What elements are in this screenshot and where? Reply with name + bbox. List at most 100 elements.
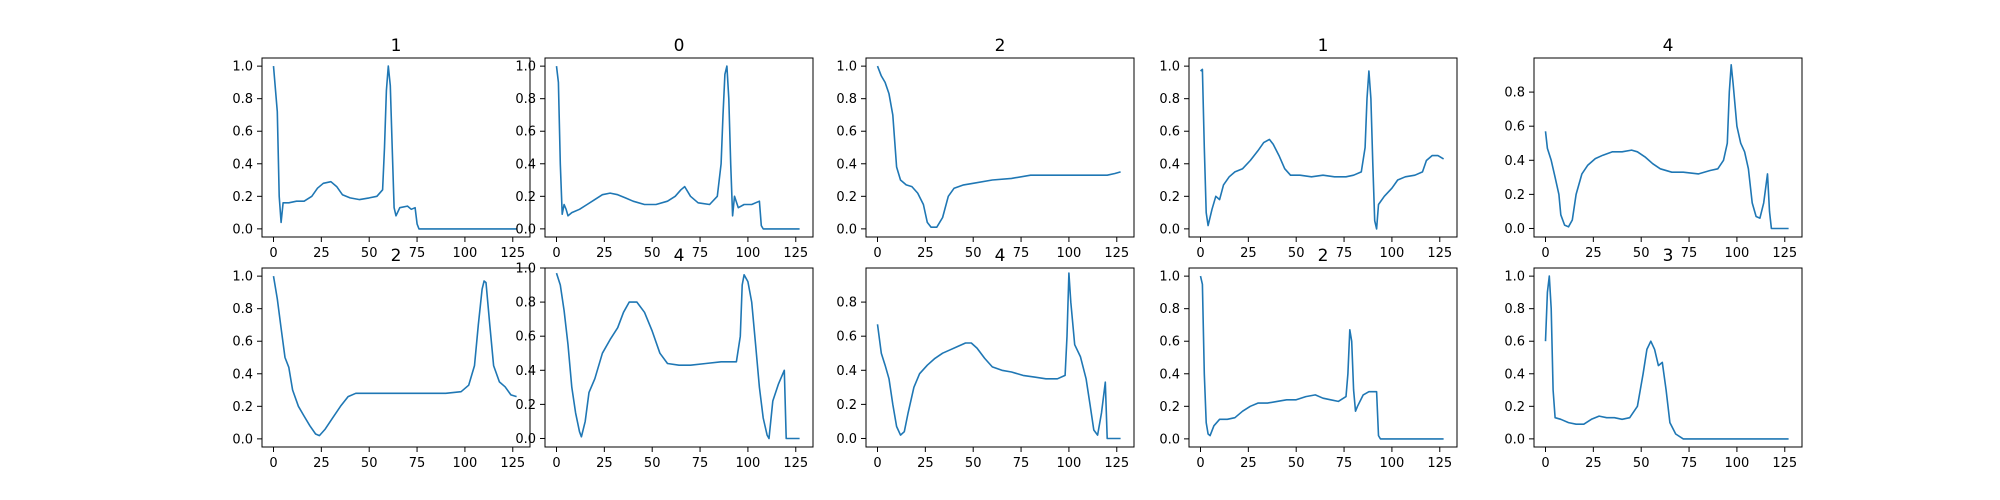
y-tick-label: 0.6 [1504,120,1525,135]
axes-frame [1188,267,1458,448]
x-tick-label: 100 [736,246,761,261]
x-tick-label: 50 [1288,456,1305,471]
ecg-panel-7: 0 25 50 75 100 125 0.0 0.2 0.4 0.6 0.8 1.0 4 [515,246,814,471]
x-tick-label: 50 [644,246,661,261]
x-tick-label: 75 [1336,456,1353,471]
y-tick-label: 0.8 [515,296,536,311]
y-tick-label: 0.0 [515,432,536,447]
y-tick-label: 0.4 [836,364,857,379]
x-tick-label: 50 [361,246,378,261]
y-tick-label: 1.0 [836,60,857,75]
x-tick-label: 25 [313,246,330,261]
ecg-panel-3: 0 25 50 75 100 125 0.0 0.2 0.4 0.6 0.8 1.0 2 [836,36,1135,261]
x-tick-label: 25 [313,456,330,471]
y-tick-label: 0.6 [1504,335,1525,350]
y-tick-label: 0.4 [232,367,253,382]
ecg-panel-1: 0 25 50 75 100 125 0.0 0.2 0.4 0.6 0.8 1.0 1 [232,36,531,261]
x-tick-label: 125 [1772,246,1797,261]
y-tick-label: 0.6 [836,330,857,345]
y-tick-label: 0.8 [1159,92,1180,107]
panel-title: 2 [391,246,402,266]
x-tick-label: 75 [409,246,426,261]
ecg-panel-4: 0 25 50 75 100 125 0.0 0.2 0.4 0.6 0.8 1.0 1 [1159,36,1458,261]
y-tick-label: 0.4 [515,157,536,172]
panel-title: 4 [1663,36,1674,56]
ecg-signal-line [1199,275,1444,440]
x-tick-label: 50 [644,456,661,471]
y-tick-label: 0.2 [1504,400,1525,415]
x-tick-label: 50 [1288,246,1305,261]
x-tick-label: 75 [1013,456,1030,471]
y-tick-label: 0.0 [836,432,857,447]
y-tick-label: 0.0 [836,222,857,237]
ecg-signal-line [555,272,800,440]
y-tick-label: 0.2 [1504,188,1525,203]
x-tick-label: 0 [269,456,277,471]
axes-frame [544,57,814,238]
x-tick-label: 0 [552,456,560,471]
x-tick-label: 50 [1633,246,1650,261]
x-tick-label: 75 [409,456,426,471]
y-tick-label: 0.6 [836,125,857,140]
panel-title: 3 [1663,246,1674,266]
y-tick-label: 0.8 [836,296,857,311]
x-tick-label: 125 [1427,246,1452,261]
y-tick-label: 0.8 [515,92,536,107]
panel-title: 1 [391,36,402,56]
x-tick-label: 0 [1541,456,1549,471]
axes-frame [1533,267,1803,448]
x-tick-label: 25 [1585,246,1602,261]
axes-frame [544,267,814,448]
axes-frame [261,57,531,238]
x-tick-label: 125 [783,456,808,471]
x-tick-label: 50 [361,456,378,471]
ecg-panel-8: 0 25 50 75 100 125 0.0 0.2 0.4 0.6 0.8 4 [836,246,1135,471]
ecg-signal-line [876,65,1121,228]
axes-frame [1533,57,1803,238]
panel-title: 2 [995,36,1006,56]
panel-title: 0 [674,36,685,56]
y-tick-label: 0.0 [1504,432,1525,447]
x-tick-label: 100 [1380,456,1405,471]
y-tick-label: 0.8 [1504,86,1525,101]
panel-title: 2 [1318,246,1329,266]
y-tick-label: 0.8 [232,302,253,317]
x-tick-label: 125 [500,456,525,471]
ecg-signal-line [1544,64,1789,230]
ecg-panel-10: 0 25 50 75 100 125 0.0 0.2 0.4 0.6 0.8 1.0 3 [1504,246,1803,471]
x-tick-label: 0 [1196,246,1204,261]
x-tick-label: 125 [1104,246,1129,261]
y-tick-label: 0.4 [1504,367,1525,382]
y-tick-label: 0.0 [1159,222,1180,237]
x-tick-label: 25 [917,246,934,261]
ecg-panel-5: 0 25 50 75 100 125 0.0 0.2 0.4 0.6 0.8 4 [1504,36,1803,261]
x-tick-label: 75 [1681,246,1698,261]
y-tick-label: 0.4 [1504,154,1525,169]
ecg-signal-line [272,65,517,230]
y-tick-label: 1.0 [232,60,253,75]
axes-frame [1188,57,1458,238]
x-tick-label: 125 [783,246,808,261]
y-tick-label: 0.2 [1159,190,1180,205]
x-tick-label: 50 [965,246,982,261]
y-tick-label: 0.8 [1504,302,1525,317]
x-tick-label: 75 [692,246,709,261]
y-tick-label: 0.4 [515,364,536,379]
panel-title: 1 [1318,36,1329,56]
ecg-signal-line [272,275,517,437]
x-tick-label: 100 [736,456,761,471]
x-tick-label: 75 [1336,246,1353,261]
y-tick-label: 0.0 [1159,432,1180,447]
y-tick-label: 1.0 [1504,270,1525,285]
x-tick-label: 75 [1681,456,1698,471]
x-tick-label: 25 [1585,456,1602,471]
x-tick-label: 100 [1057,456,1082,471]
x-tick-label: 0 [873,246,881,261]
y-tick-label: 0.8 [836,92,857,107]
y-tick-label: 0.4 [836,157,857,172]
axes-frame [261,267,531,448]
y-tick-label: 0.2 [836,190,857,205]
x-tick-label: 0 [1196,456,1204,471]
ecg-signal-line [876,272,1121,440]
